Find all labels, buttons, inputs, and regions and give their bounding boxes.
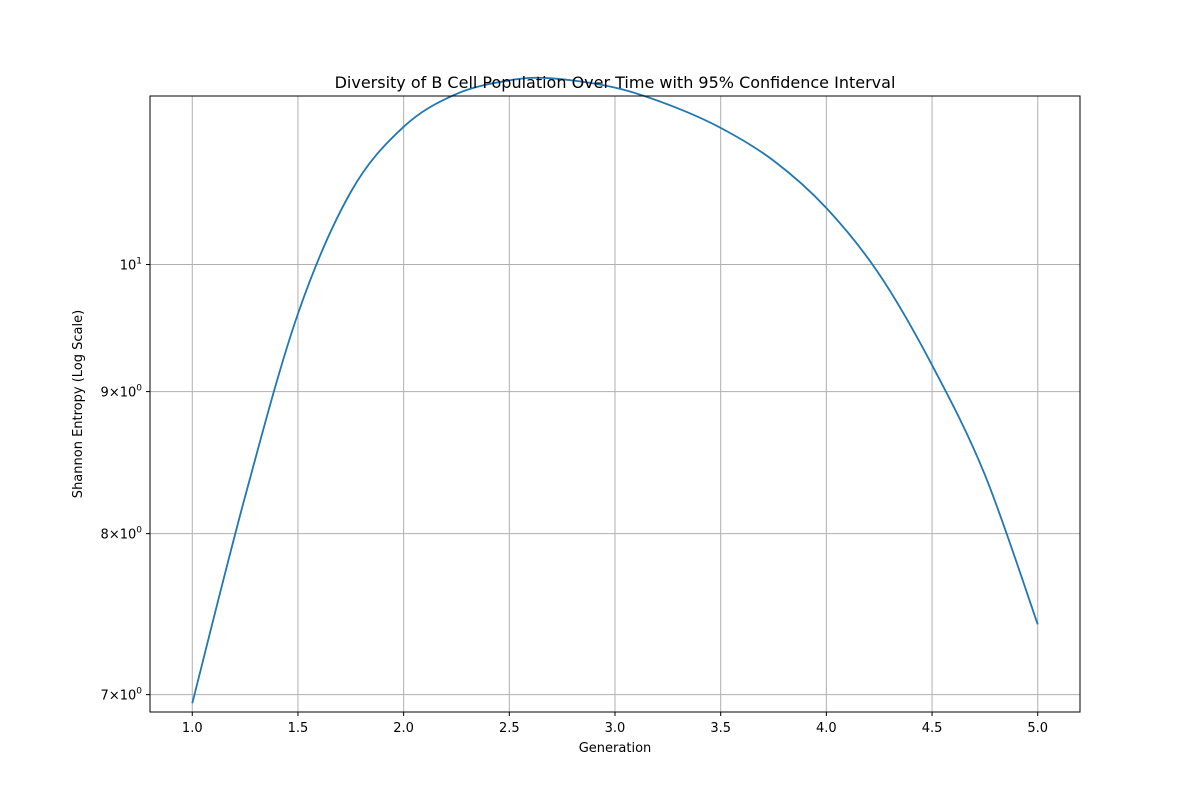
x-tick-label: 3.0 [605,721,626,736]
x-tick-label: 1.0 [182,721,203,736]
y-axis-label: Shannon Entropy (Log Scale) [71,310,86,498]
x-tick-label: 1.5 [288,721,309,736]
x-tick-label: 3.5 [710,721,731,736]
x-axis-label: Generation [579,741,652,756]
x-tick-label: 4.0 [816,721,837,736]
x-tick-label: 4.5 [922,721,943,736]
x-tick-label: 2.0 [393,721,414,736]
x-tick-label: 2.5 [499,721,520,736]
x-tick-label: 5.0 [1027,721,1048,736]
y-tick-label: 7×100 [101,687,143,704]
chart-title: Diversity of B Cell Population Over Time… [335,73,896,92]
y-tick-label: 9×100 [101,384,143,401]
y-tick-label: 8×100 [101,526,143,543]
